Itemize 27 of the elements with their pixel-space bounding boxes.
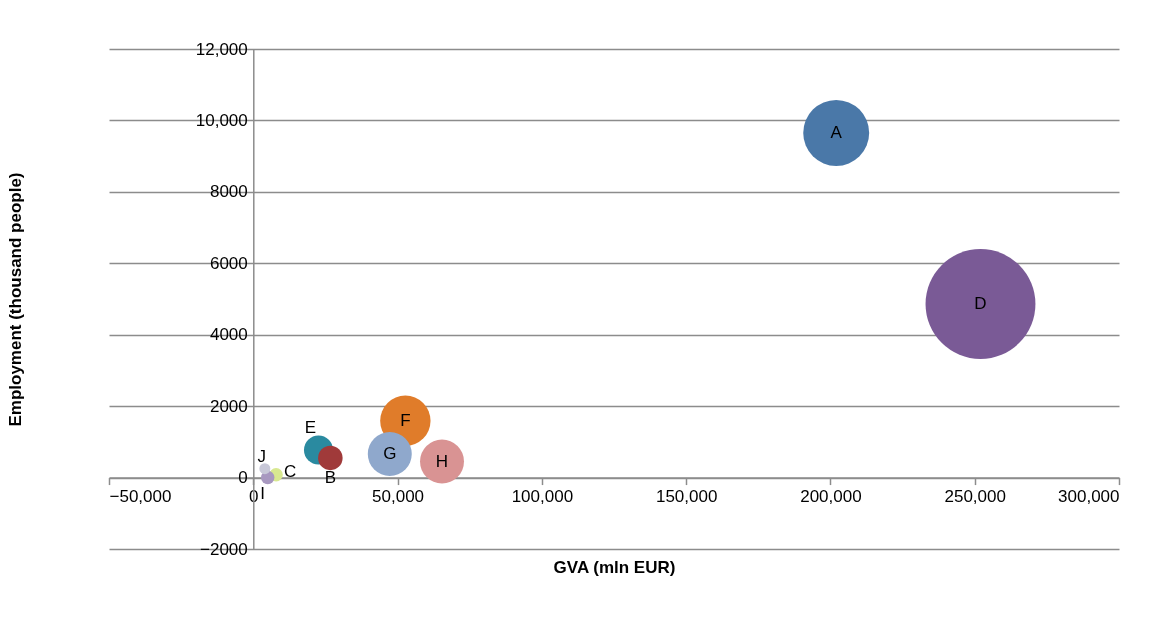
- y-tick-label: −2000: [200, 539, 248, 559]
- y-tick-label: 6000: [209, 253, 248, 273]
- y-tick-label: 12,000: [195, 39, 248, 59]
- series-label: C: [283, 461, 297, 481]
- x-tick-label: 250,000: [944, 487, 1006, 507]
- x-tick-label: 100,000: [511, 487, 574, 507]
- series-label: F: [400, 410, 411, 430]
- y-tick-label: 0: [238, 468, 248, 488]
- y-tick-label: 4000: [209, 325, 248, 345]
- x-axis-title: GVA (mln EUR): [553, 557, 676, 577]
- series-label: A: [830, 122, 843, 142]
- series-label: B: [324, 467, 337, 487]
- x-tick-label: 200,000: [800, 487, 862, 507]
- series-label: H: [435, 451, 449, 471]
- x-tick-label: −50,000: [109, 487, 172, 507]
- x-tick-label: 50,000: [372, 487, 425, 507]
- series-label: J: [257, 446, 267, 466]
- y-tick-label: 8000: [209, 182, 248, 202]
- y-axis-title: Employment (thousand people): [5, 172, 25, 427]
- series-label: I: [260, 483, 266, 503]
- y-tick-label: 2000: [209, 396, 248, 416]
- series-label: D: [974, 294, 987, 313]
- series-label: E: [304, 418, 317, 438]
- y-tick-label: 10,000: [195, 110, 248, 130]
- series-label: G: [383, 444, 397, 463]
- x-tick-label: 300,000: [1058, 487, 1120, 507]
- x-tick-label: 150,000: [655, 487, 718, 507]
